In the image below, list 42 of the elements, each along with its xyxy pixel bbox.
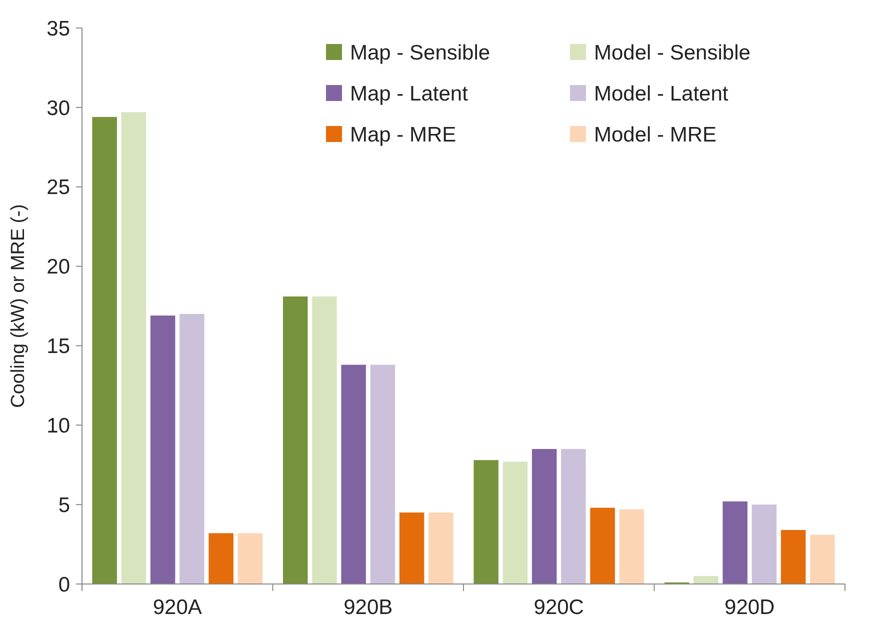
y-tick-label: 20 [46, 256, 70, 279]
x-tick-label: 920B [344, 596, 393, 619]
y-tick-label: 5 [58, 494, 70, 517]
legend-label: Map - Sensible [350, 41, 490, 64]
bar [180, 314, 204, 584]
bar [428, 512, 454, 584]
legend-label: Model - Latent [594, 82, 728, 106]
bar [561, 448, 586, 584]
y-tick-label: 30 [46, 96, 70, 120]
bar [532, 448, 557, 584]
y-tick-label: 10 [46, 414, 70, 438]
x-tick-label: 920A [152, 596, 202, 619]
bar [208, 533, 234, 584]
bar [238, 533, 263, 584]
legend-label: Model - Sensible [594, 41, 750, 64]
y-tick-label: 35 [46, 17, 70, 40]
y-axis-title: Cooling (kW) or MRE (-) [8, 204, 29, 408]
bar [722, 501, 748, 584]
legend-label: Map - Latent [350, 82, 468, 106]
bar [752, 504, 777, 584]
bar [502, 462, 528, 584]
legend-label: Model - MRE [594, 123, 717, 146]
bar [341, 364, 366, 584]
bar [619, 509, 644, 584]
bar [312, 296, 337, 584]
y-tick-label: 0 [58, 573, 70, 596]
x-tick-label: 920D [724, 596, 775, 619]
bar [370, 364, 396, 584]
bar [92, 116, 117, 584]
y-tick-label: 25 [46, 176, 70, 200]
bar [399, 512, 424, 584]
bar [810, 534, 835, 584]
bar [121, 112, 146, 584]
bar [780, 530, 806, 584]
bar [474, 460, 498, 584]
legend-label: Map - MRE [350, 123, 456, 146]
bar [694, 576, 718, 584]
bar [282, 296, 308, 584]
bar [590, 508, 615, 584]
y-tick-label: 15 [46, 335, 70, 358]
bar [150, 316, 176, 584]
x-tick-label: 920C [534, 596, 584, 619]
